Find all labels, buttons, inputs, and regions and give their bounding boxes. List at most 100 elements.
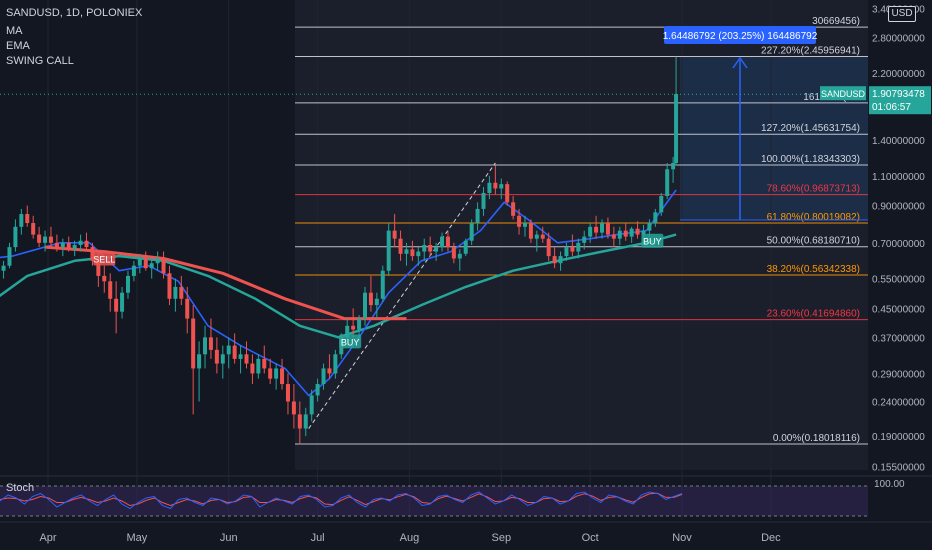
candle-body-34 — [167, 273, 172, 299]
measure-label-bg — [664, 26, 816, 44]
candle-body-98 — [546, 238, 551, 257]
candle-body-46 — [238, 354, 243, 359]
ema-line — [0, 189, 677, 397]
signal-sell-0: SELL — [93, 251, 115, 266]
candle-body-15 — [54, 242, 59, 248]
candle-body-55 — [291, 401, 296, 415]
candle-body-26 — [120, 292, 125, 312]
candle-body-102 — [570, 247, 575, 252]
candle-body-120 — [674, 94, 679, 163]
price-axis: 3.400000002.800000002.200000001.80000000… — [868, 0, 932, 473]
candle-body-56 — [297, 414, 302, 429]
candle-body-52 — [274, 368, 279, 379]
candle-body-105 — [588, 226, 593, 237]
candle-body-115 — [647, 223, 652, 231]
candle-body-71 — [386, 230, 391, 271]
stoch-pane: Stoch 100.00 — [0, 479, 905, 517]
y-tick-2: 2.20000000 — [872, 69, 925, 80]
candle-body-21 — [90, 247, 95, 261]
candle-body-11 — [31, 223, 36, 235]
candle-body-48 — [250, 363, 255, 374]
candle-body-88 — [487, 182, 492, 193]
candle-body-6 — [1, 265, 6, 271]
candle-body-110 — [617, 230, 622, 239]
currency-badge[interactable]: USD — [888, 6, 916, 22]
indicator-ema-label[interactable]: EMA — [6, 40, 30, 52]
candle-body-37 — [185, 298, 190, 319]
symbol-tag-bg — [820, 86, 866, 101]
candle-body-12 — [37, 234, 42, 243]
candle-body-43 — [220, 354, 225, 364]
candle-body-8 — [13, 226, 18, 248]
candle-body-61 — [327, 368, 332, 374]
signal-buy-1: BUY — [339, 334, 362, 349]
y-tick-5: 1.10000000 — [872, 172, 925, 183]
candle-body-73 — [398, 238, 403, 254]
candle-body-45 — [232, 345, 237, 359]
candle-body-23 — [102, 275, 107, 282]
candle-body-81 — [445, 236, 450, 248]
candle-body-64 — [345, 325, 350, 338]
y-tick-6: 0.90000000 — [872, 202, 925, 213]
candle-body-54 — [285, 384, 290, 402]
indicator-swing-call-label[interactable]: SWING CALL — [6, 55, 74, 67]
y-tick-4: 1.40000000 — [872, 136, 925, 147]
candle-body-112 — [629, 228, 634, 237]
x-tick-6: Oct — [582, 532, 599, 544]
x-tick-2: Jun — [220, 532, 238, 544]
signal-bg-1 — [339, 334, 362, 349]
y-tick-13: 0.19000000 — [872, 432, 925, 443]
candle-body-35 — [173, 286, 178, 299]
candle-body-39 — [197, 354, 202, 369]
time-axis: Apr May Jun Jul Aug Sep Oct Nov Dec — [0, 521, 932, 544]
candle-body-80 — [440, 236, 445, 248]
candle-body-114 — [641, 230, 646, 235]
candle-body-75 — [410, 249, 415, 257]
stoch-top-value: 100.00 — [874, 479, 905, 490]
y-tick-7: 0.70000000 — [872, 239, 925, 250]
indicator-ma-label[interactable]: MA — [6, 25, 23, 37]
countdown-timer: 01:06:57 — [872, 102, 911, 113]
x-tick-8: Dec — [761, 532, 781, 544]
candle-body-111 — [623, 230, 628, 237]
candle-body-93 — [517, 215, 522, 227]
candle-body-79 — [434, 247, 439, 252]
candle-body-100 — [558, 256, 563, 264]
y-tick-8: 0.55000000 — [872, 275, 925, 286]
candle-body-22 — [96, 260, 101, 276]
candle-body-27 — [125, 275, 130, 293]
measure-range-box — [680, 57, 880, 220]
candle-body-42 — [214, 349, 219, 364]
measure-label-box: 1.64486792 (203.25%) 164486792 — [663, 26, 818, 44]
x-tick-7: Nov — [672, 532, 692, 544]
candle-body-60 — [321, 368, 326, 385]
fib-label-4: 61.80%(0.80019082) — [767, 212, 860, 223]
fib-label-7: 127.20%(1.45631754) — [761, 123, 860, 134]
x-tick-4: Aug — [400, 532, 420, 544]
candle-body-33 — [161, 258, 166, 274]
stoch-k-line — [0, 491, 683, 510]
fib-label-2: 38.20%(0.56342338) — [767, 264, 860, 275]
x-tick-5: Sep — [491, 532, 511, 544]
candle-body-85 — [469, 223, 474, 241]
candle-body-106 — [594, 226, 599, 233]
candle-body-99 — [552, 256, 557, 264]
trend-line — [308, 162, 496, 429]
candle-body-16 — [60, 242, 65, 248]
candle-body-67 — [363, 292, 367, 319]
candle-body-50 — [262, 358, 267, 369]
candle-body-95 — [528, 223, 533, 239]
candle-body-28 — [131, 265, 136, 276]
current-price-value: 1.90793478 — [872, 89, 925, 100]
fib-label-0: 0.00%(0.18018116) — [773, 433, 860, 444]
candle-body-14 — [48, 236, 53, 243]
y-tick-9: 0.45000000 — [872, 304, 925, 315]
candle-body-31 — [149, 263, 154, 269]
candle-body-59 — [315, 384, 320, 396]
candle-body-58 — [309, 395, 314, 415]
candle-body-41 — [208, 337, 213, 350]
candle-body-87 — [481, 192, 486, 209]
candle-body-49 — [256, 358, 261, 374]
candle-body-62 — [333, 354, 338, 374]
